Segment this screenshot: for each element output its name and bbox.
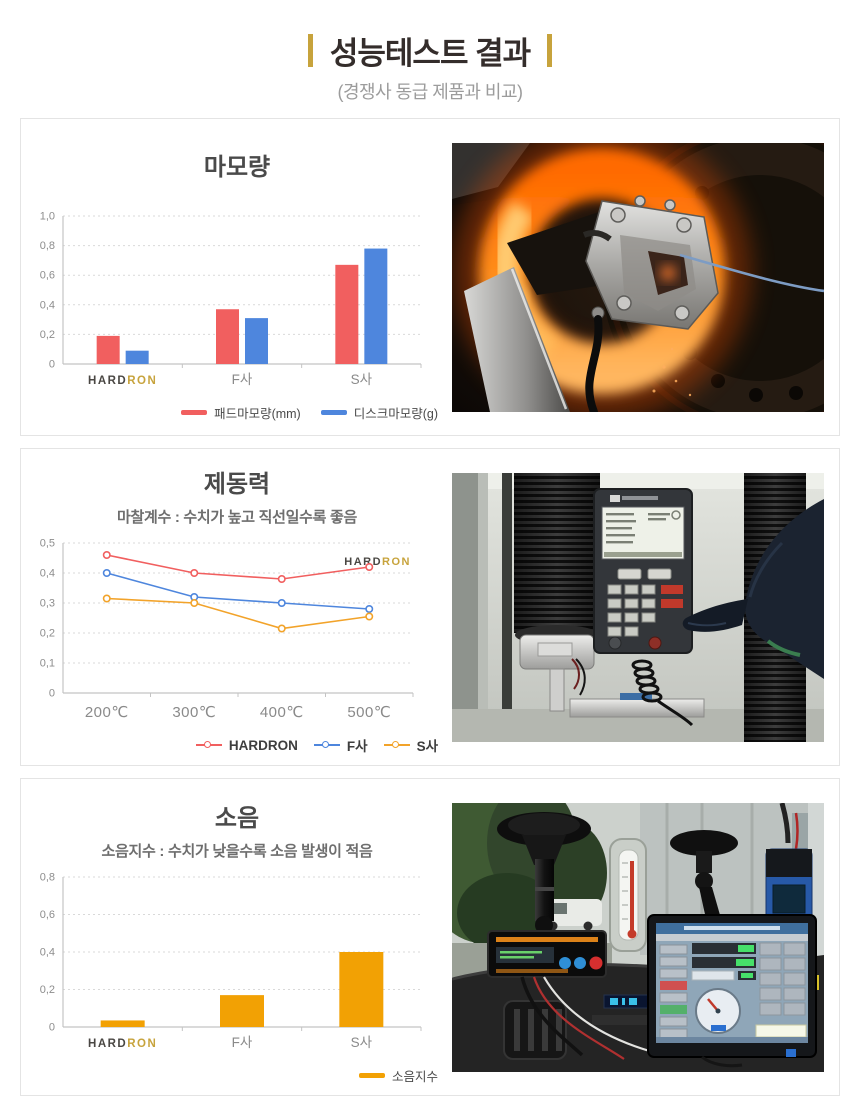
svg-text:0,3: 0,3 bbox=[40, 598, 55, 610]
svg-text:0,6: 0,6 bbox=[40, 909, 55, 921]
title-accent-bar-left bbox=[307, 34, 313, 67]
noise-chart-title: 소음 bbox=[214, 805, 260, 832]
legend-item: 디스크마모량(g) bbox=[320, 403, 438, 422]
svg-text:0,8: 0,8 bbox=[40, 240, 55, 252]
noise-chart-subtitle: 소음지수 : 수치가 낮을수록 소음 발생이 적음 bbox=[101, 843, 373, 860]
svg-text:300℃: 300℃ bbox=[172, 704, 216, 721]
svg-text:0,2: 0,2 bbox=[40, 329, 55, 341]
legend-item: 소음지수 bbox=[358, 1066, 438, 1085]
legend-label: F사 bbox=[346, 739, 368, 754]
header: 성능테스트 결과 (경쟁사 동급 제품과 비교) bbox=[0, 28, 860, 104]
svg-text:0,4: 0,4 bbox=[40, 568, 55, 580]
legend-line-swatch bbox=[195, 741, 222, 748]
legend-label: S사 bbox=[416, 739, 438, 754]
braking-chart-title: 제동력 bbox=[203, 471, 271, 498]
svg-text:0,5: 0,5 bbox=[40, 538, 55, 550]
legend-item: F사 bbox=[313, 735, 368, 755]
brake-test-machine-photo bbox=[452, 473, 824, 742]
svg-text:200℃: 200℃ bbox=[85, 704, 129, 721]
legend-item: HARDRON bbox=[195, 737, 298, 753]
legend-item: S사 bbox=[383, 735, 438, 755]
page-subtitle: (경쟁사 동급 제품과 비교) bbox=[337, 82, 523, 102]
legend-label: 패드마모량(mm) bbox=[214, 407, 301, 421]
brake-dyno-photo bbox=[452, 143, 824, 412]
brake-dyno-photo-art bbox=[452, 143, 824, 412]
svg-text:F사: F사 bbox=[232, 372, 253, 387]
braking-chart-column: 제동력 마찰계수 : 수치가 높고 직선일수록 좋음 0,5 0,4 0,3 0,2 0… bbox=[21, 449, 453, 765]
noise-test-car-photo bbox=[452, 803, 824, 1072]
legend-item: 패드마모량(mm) bbox=[181, 403, 301, 422]
legend-label: 소음지수 bbox=[391, 1070, 438, 1084]
braking-chart-legend: HARDRON F사 S사 bbox=[21, 735, 453, 755]
section-noise: 소음 소음지수 : 수치가 낮을수록 소음 발생이 적음 0,8 0,6 0,4 0,… bbox=[20, 778, 840, 1096]
svg-text:400℃: 400℃ bbox=[260, 704, 304, 721]
brake-test-machine-photo-art bbox=[452, 473, 824, 742]
svg-text:HARDRON: HARDRON bbox=[88, 375, 157, 387]
title-accent-bar-right bbox=[547, 34, 553, 67]
svg-text:1,0: 1,0 bbox=[40, 211, 55, 223]
legend-label: HARDRON bbox=[228, 737, 298, 753]
title-row: 성능테스트 결과 bbox=[0, 28, 860, 73]
legend-swatch bbox=[358, 1073, 385, 1078]
noise-bar-chart: 0,8 0,6 0,4 0,2 0 HARDRON F사 S사 bbox=[21, 865, 453, 1059]
noise-chart-column: 소음 소음지수 : 수치가 낮을수록 소음 발생이 적음 0,8 0,6 0,4 0,… bbox=[21, 779, 453, 1095]
svg-text:HARDRON: HARDRON bbox=[88, 1038, 157, 1050]
svg-text:0,4: 0,4 bbox=[40, 947, 55, 959]
legend-label: 디스크마모량(g) bbox=[353, 407, 438, 421]
svg-text:0: 0 bbox=[49, 688, 55, 700]
svg-text:500℃: 500℃ bbox=[347, 704, 391, 721]
svg-text:0: 0 bbox=[49, 359, 55, 371]
svg-text:S사: S사 bbox=[351, 372, 373, 387]
section-wear: 마모량 1,0 0,8 0,6 0,4 0,2 0 HARDRON F사 S사 패드마모량(mm… bbox=[20, 118, 840, 436]
svg-text:0,2: 0,2 bbox=[40, 628, 55, 640]
svg-text:0,4: 0,4 bbox=[40, 299, 55, 311]
svg-text:0,6: 0,6 bbox=[40, 270, 55, 282]
legend-swatch bbox=[181, 410, 208, 415]
wear-bar-chart: 1,0 0,8 0,6 0,4 0,2 0 HARDRON F사 S사 bbox=[21, 204, 453, 396]
noise-chart-legend: 소음지수 bbox=[21, 1066, 453, 1085]
noise-test-car-photo-art bbox=[452, 803, 824, 1072]
braking-chart-subtitle: 마찰계수 : 수치가 높고 직선일수록 좋음 bbox=[116, 509, 358, 526]
wear-chart-legend: 패드마모량(mm) 디스크마모량(g) bbox=[21, 403, 453, 422]
svg-text:F사: F사 bbox=[232, 1035, 253, 1050]
wear-chart-title: 마모량 bbox=[203, 154, 271, 181]
svg-text:0,2: 0,2 bbox=[40, 984, 55, 996]
page-title: 성능테스트 결과 bbox=[329, 36, 531, 71]
svg-text:HARDRON: HARDRON bbox=[344, 556, 411, 568]
svg-text:0,1: 0,1 bbox=[40, 658, 55, 670]
section-braking: 제동력 마찰계수 : 수치가 높고 직선일수록 좋음 0,5 0,4 0,3 0,2 0… bbox=[20, 448, 840, 766]
legend-swatch bbox=[320, 410, 347, 415]
legend-line-swatch bbox=[313, 741, 340, 748]
legend-line-swatch bbox=[383, 741, 410, 748]
svg-text:0,8: 0,8 bbox=[40, 872, 55, 884]
braking-line-chart: 0,5 0,4 0,3 0,2 0,1 0 200℃ 300℃ 400℃ 500℃ HARDRON bbox=[21, 533, 453, 729]
svg-text:0: 0 bbox=[49, 1022, 55, 1034]
svg-text:S사: S사 bbox=[351, 1035, 373, 1050]
wear-chart-column: 마모량 1,0 0,8 0,6 0,4 0,2 0 HARDRON F사 S사 패드마모량(mm… bbox=[21, 119, 453, 435]
